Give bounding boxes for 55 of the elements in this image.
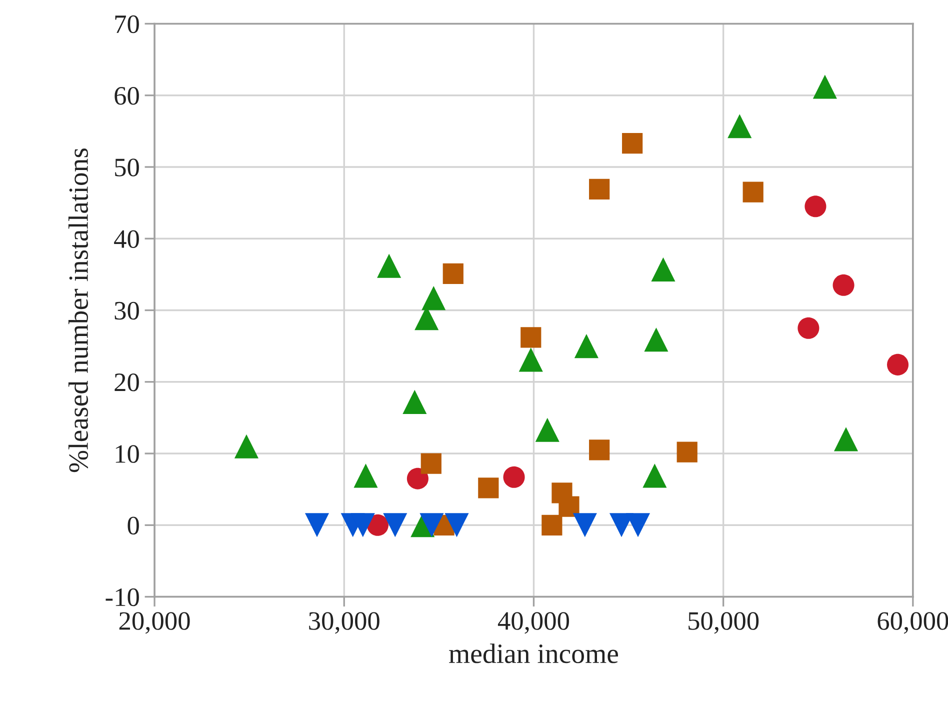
point: [234, 434, 259, 458]
y-tick-label: 10: [116, 445, 139, 463]
point: [535, 418, 560, 442]
x-tick-label: 50,000: [688, 612, 759, 634]
point: [383, 513, 408, 538]
point: [642, 464, 667, 488]
point: [676, 442, 698, 462]
point: [742, 182, 764, 202]
point: [832, 274, 854, 296]
point: [798, 317, 820, 339]
point: [420, 513, 444, 538]
y-tick-label: 30: [114, 302, 139, 320]
point: [644, 328, 668, 352]
y-tick-label: 60: [114, 86, 139, 105]
y-axis-title: %leased number installations: [68, 148, 88, 472]
point: [572, 513, 597, 538]
x-tick-label: 20,000: [119, 612, 190, 634]
point: [589, 178, 610, 200]
point: [728, 114, 752, 138]
point: [366, 514, 388, 536]
point: [622, 133, 643, 154]
point: [574, 334, 598, 358]
y-tick-label: 0: [128, 516, 139, 535]
point: [626, 513, 650, 538]
point: [589, 440, 610, 460]
point: [503, 466, 525, 488]
point: [651, 257, 676, 282]
point: [354, 464, 378, 488]
point: [518, 348, 543, 372]
point: [406, 468, 428, 490]
y-tick-label: 50: [115, 158, 139, 176]
point: [420, 453, 442, 474]
x-tick-label: 60,000: [878, 612, 948, 634]
point: [422, 286, 446, 310]
point: [834, 427, 858, 452]
point: [350, 513, 375, 538]
point: [402, 390, 427, 414]
x-axis-title: median income: [449, 644, 618, 664]
y-tick-label: -10: [106, 588, 139, 606]
point: [558, 496, 580, 517]
y-tick-label: 70: [115, 15, 139, 34]
point: [812, 74, 837, 99]
y-tick-label: 40: [114, 230, 139, 248]
point: [886, 354, 909, 376]
point: [444, 513, 469, 538]
point: [804, 196, 826, 218]
point: [304, 513, 330, 538]
x-tick-label: 40,000: [498, 612, 570, 634]
y-tick-label: 20: [114, 373, 139, 392]
point: [520, 327, 542, 348]
point: [377, 254, 402, 278]
point: [478, 478, 499, 498]
point: [442, 263, 464, 284]
point: [542, 514, 562, 536]
x-tick-label: 30,000: [309, 612, 380, 634]
